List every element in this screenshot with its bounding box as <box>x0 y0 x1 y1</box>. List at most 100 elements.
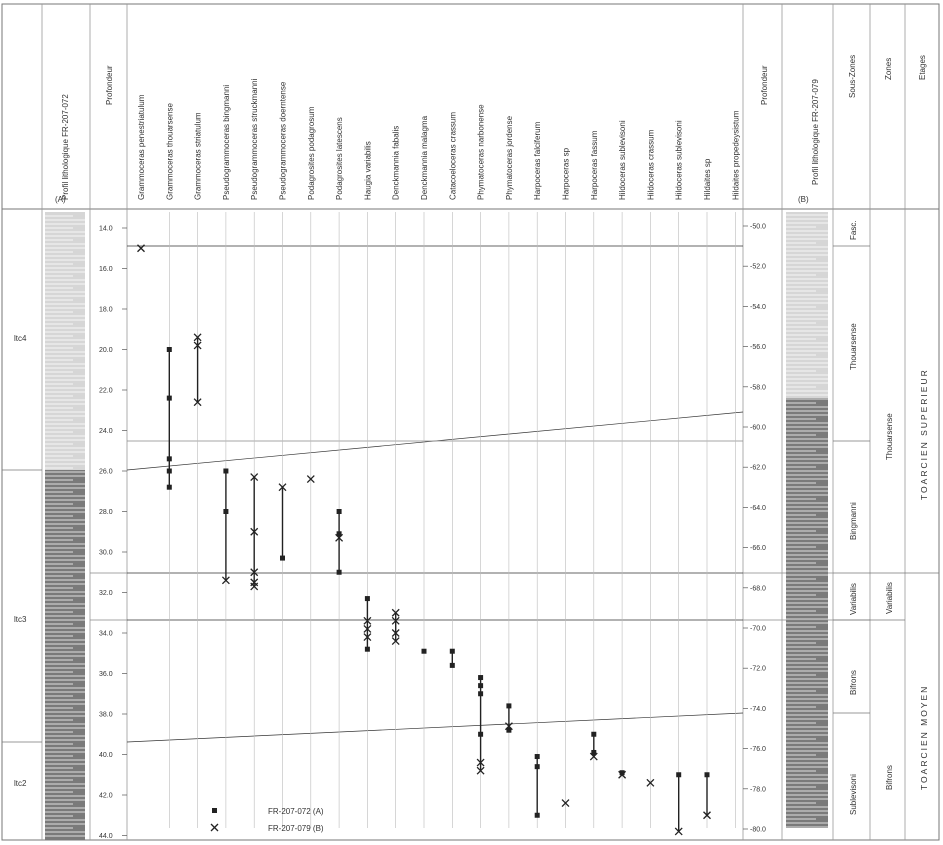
subzone-bifrons: Bifrons <box>849 670 858 695</box>
species-label-3: Pseudogrammoceras bingmanni <box>222 85 231 200</box>
occurrence-a-1-0 <box>166 347 172 352</box>
legend-marker-b <box>210 823 219 832</box>
species-label-16: Harpoceras fassum <box>590 130 599 200</box>
tick-label-b-8: -66.0 <box>750 545 766 552</box>
occurrence-a-8-0 <box>364 596 370 602</box>
unit-label-ltc4: ltc4 <box>14 334 27 343</box>
lithology-b-marl <box>786 212 828 398</box>
tick-label-b-13: -76.0 <box>750 746 766 753</box>
species-labels: Grammoceras penestriatulum Grammoceras th… <box>137 78 740 828</box>
occurrence-b-2-1 <box>193 341 202 350</box>
lithology-a-bedding <box>45 215 85 837</box>
occurrence-b-5-0 <box>278 483 287 492</box>
occurrence-a-1-3 <box>166 468 172 474</box>
occurrence-layer <box>137 244 711 836</box>
occurrence-b-4-1 <box>250 527 259 536</box>
species-label-21: Hildaites propedeysistum <box>731 110 740 200</box>
tick-label-b-2: -54.0 <box>750 304 766 311</box>
header-profondeur-a: Profondeur <box>105 65 114 105</box>
header-etages: Etages <box>918 55 927 80</box>
tick-label-a-1: 16.0 <box>99 266 113 273</box>
zone-thouarsense: Thouarsense <box>885 413 894 460</box>
species-label-14: Harpoceras falciferum <box>533 121 542 200</box>
occurrence-b-4-0 <box>250 473 259 482</box>
tick-label-b-5: -60.0 <box>750 425 766 432</box>
occurrence-a-16-1 <box>591 749 597 755</box>
lithology-b-bedding <box>786 214 828 828</box>
tick-label-b-7: -64.0 <box>750 505 766 512</box>
occurrence-a-13-0 <box>506 703 512 709</box>
occurrence-b-16-0 <box>589 752 598 761</box>
occurrence-b-8-1 <box>363 624 372 633</box>
occurrence-a-11-0 <box>449 648 455 654</box>
stage-toarcien-superieur: TOARCIEN SUPERIEUR <box>919 368 929 500</box>
lithology-column-b <box>786 212 828 828</box>
occurrence-b-15-0 <box>561 799 570 808</box>
species-label-15: Harpoceras sp <box>562 147 571 200</box>
subzone-sublevisoni: Sublevisoni <box>849 774 858 815</box>
occurrence-b-2-0 <box>193 333 202 342</box>
occurrence-b-2-2 <box>193 398 202 407</box>
header-profil-b-tag: (B) <box>798 195 809 204</box>
occurrence-a-19-0 <box>676 772 682 778</box>
zone-dividers <box>833 245 939 714</box>
occurrence-b-17-0 <box>618 770 627 779</box>
occurrence-b-0-0 <box>137 244 145 253</box>
occurrence-a-12-3 <box>478 731 484 737</box>
occurrence-a-14-2 <box>534 812 540 818</box>
occurrence-a-16-0 <box>591 731 597 737</box>
header-sous-zones: Sous-Zones <box>848 55 857 98</box>
tick-label-b-11: -72.0 <box>750 666 766 673</box>
tick-label-b-3: -56.0 <box>750 344 766 351</box>
legend: FR-207-072 (A) FR-207-079 (B) <box>210 807 324 833</box>
depth-ticks-b: -50.0 -52.0 -54.0 -56.0 -58.0 -60.0 -62.0 -64.0… <box>743 224 766 834</box>
tick-label-a-3: 20.0 <box>99 347 113 354</box>
occurrence-b-8-0 <box>363 616 372 625</box>
species-label-11: Catacoeloceras crassum <box>448 112 457 200</box>
occurrence-a-8-1 <box>364 646 370 652</box>
occurrence-b-9-1 <box>391 616 400 625</box>
zone-bifrons: Bifrons <box>885 765 894 790</box>
subzone-thouarsense: Thouarsense <box>849 323 858 370</box>
species-label-4: Pseudogrammoceras struckmanni <box>250 78 259 200</box>
tick-label-b-15: -80.0 <box>750 827 766 834</box>
occurrence-b-3-0 <box>221 576 230 585</box>
occurrence-a-20-0 <box>704 772 710 778</box>
tick-label-a-6: 26.0 <box>99 469 113 476</box>
tick-label-b-0: -50.0 <box>750 224 766 231</box>
occurrence-a-5-0 <box>280 555 285 561</box>
unit-label-ltc3: ltc3 <box>14 615 27 624</box>
species-label-0: Grammoceras penestriatulum <box>137 94 146 200</box>
occurrence-b-19-0 <box>674 827 683 836</box>
occurrence-b-9-0 <box>391 608 400 617</box>
lithology-a-shale <box>45 470 85 840</box>
species-label-8: Haugia variabilis <box>363 141 372 200</box>
occurrence-a-1-2 <box>166 456 172 462</box>
tick-label-b-9: -68.0 <box>750 585 766 592</box>
tick-label-a-8: 30.0 <box>99 550 113 557</box>
occurrence-b-12-1 <box>476 766 485 775</box>
species-label-5: Pseudogrammoceras doerntense <box>279 81 288 200</box>
occurrence-a-7-1 <box>336 531 342 537</box>
tick-label-b-6: -62.0 <box>750 465 766 472</box>
correlation-line-6 <box>126 712 744 743</box>
subzone-fasc: Fasc. <box>849 220 858 240</box>
occurrence-b-9-3 <box>391 637 400 646</box>
header-zones: Zones <box>884 58 893 80</box>
occurrence-a-14-0 <box>534 754 540 760</box>
species-label-19: Hildoceras sublevisoni <box>675 120 684 200</box>
occurrence-a-1-4 <box>166 484 172 490</box>
correlation-lines <box>90 245 870 743</box>
occurrence-a-12-1 <box>478 683 484 689</box>
tick-label-a-9: 32.0 <box>99 590 113 597</box>
tick-label-a-2: 18.0 <box>99 307 113 314</box>
legend-marker-a <box>212 808 217 813</box>
species-label-9: Denckmannia fabalis <box>392 126 401 200</box>
occurrence-b-8-2 <box>363 633 372 642</box>
occurrence-b-20-0 <box>703 811 711 820</box>
species-label-2: Grammoceras striatulum <box>194 112 203 200</box>
species-label-10: Denckmannia malagma <box>420 115 429 200</box>
species-label-12: Phymatoceras narbonense <box>477 104 486 200</box>
